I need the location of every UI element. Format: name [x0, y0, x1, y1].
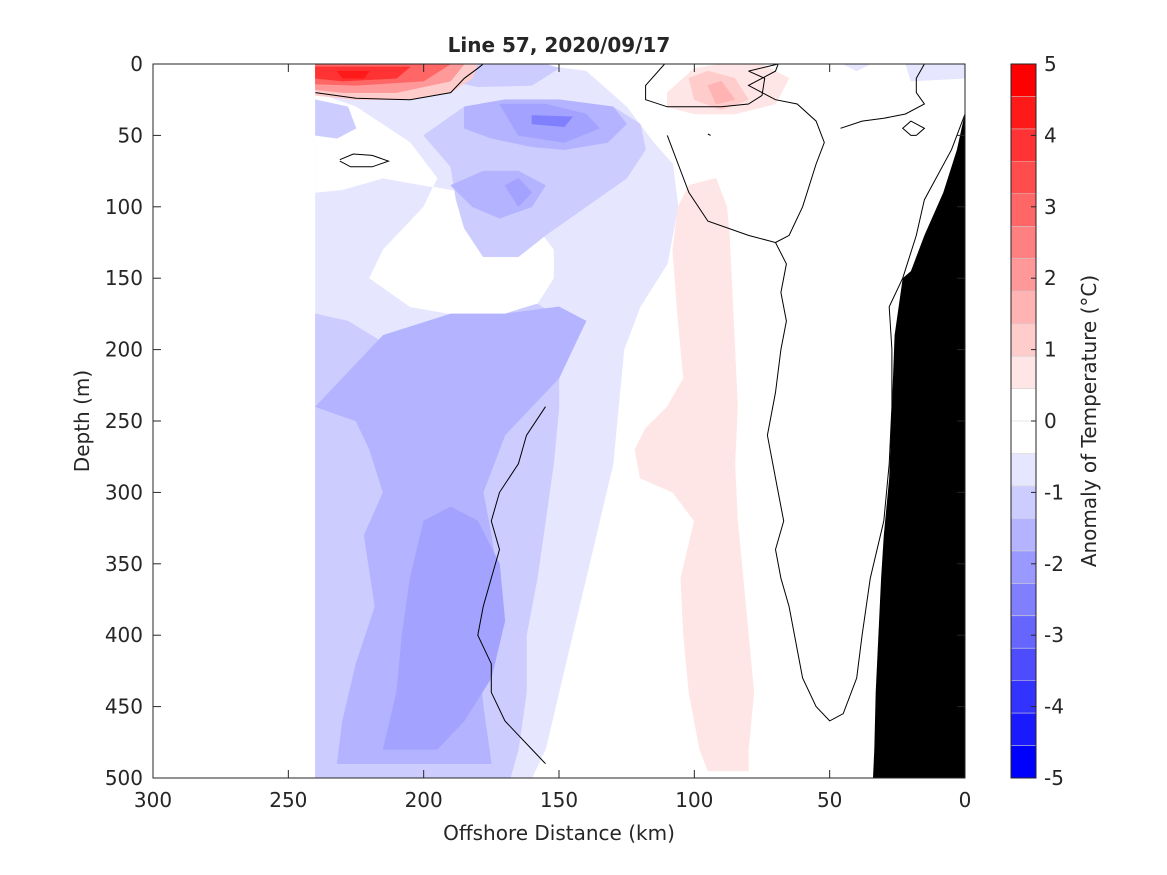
colorbar-band	[1011, 226, 1036, 260]
colorbar-tick-label: -4	[1044, 695, 1064, 719]
zero-contour-7	[901, 120, 926, 136]
colorbar-band	[1011, 128, 1036, 162]
colorbar-band	[1011, 518, 1036, 552]
x-tick-label: 250	[269, 788, 307, 812]
zero-contour-3	[707, 133, 711, 136]
temperature-anomaly-fill	[314, 64, 965, 778]
colorbar-tick-label: 5	[1044, 52, 1057, 76]
x-tick-label: 200	[405, 788, 443, 812]
land-shape	[873, 112, 965, 778]
x-axis-label: Offshore Distance (km)	[443, 821, 675, 845]
colorbar-band	[1011, 96, 1036, 130]
zero-contour-8	[748, 64, 779, 72]
colorbar-band	[1011, 648, 1036, 682]
anomaly-region-1	[843, 64, 871, 72]
colorbar-tick-label: 1	[1044, 338, 1057, 362]
colorbar-tick-label: -5	[1044, 766, 1064, 790]
colorbar-tick-label: 3	[1044, 195, 1057, 219]
colorbar-band	[1011, 615, 1036, 649]
y-tick-label: 250	[105, 409, 143, 433]
chart-title: Line 57, 2020/09/17	[448, 33, 671, 57]
anomaly-region-11	[382, 506, 506, 750]
x-tick-label: 150	[540, 788, 578, 812]
colorbar-band	[1011, 485, 1036, 519]
colorbar-tick-label: -3	[1044, 623, 1064, 647]
y-tick-label: 200	[105, 338, 143, 362]
zero-contour-2	[645, 64, 766, 108]
colorbar-bands	[1011, 64, 1036, 779]
colorbar-band	[1011, 745, 1036, 779]
zero-contour-0	[315, 64, 484, 101]
colorbar-band	[1011, 550, 1036, 584]
colorbar-tick-label: 0	[1044, 409, 1057, 433]
y-axis-label: Depth (m)	[70, 370, 94, 472]
y-tick-label: 400	[105, 623, 143, 647]
zero-contour-4	[666, 113, 965, 722]
land-mask	[873, 112, 965, 778]
y-axis-ticks: 0 50 100 150 200 250 300 350 400 450 500	[105, 52, 965, 790]
x-tick-label: 0	[959, 788, 972, 812]
colorbar-band	[1011, 193, 1036, 227]
anomaly-region-23	[336, 70, 370, 79]
colorbar-band	[1011, 713, 1036, 747]
colorbar-tick-label: -2	[1044, 552, 1064, 576]
y-tick-label: 0	[130, 52, 143, 76]
anomaly-region-7	[315, 99, 357, 139]
colorbar-band	[1011, 583, 1036, 617]
x-axis-ticks: 300 250 200 150 100 50 0	[134, 64, 971, 812]
zero-contour-5	[747, 64, 825, 243]
anomaly-region-18	[707, 80, 736, 105]
y-tick-label: 150	[105, 266, 143, 290]
zero-contour-6	[840, 64, 926, 129]
y-tick-label: 100	[105, 195, 143, 219]
x-tick-label: 300	[134, 788, 172, 812]
colorbar-tick-label: 4	[1044, 123, 1057, 147]
anomaly-region-2	[905, 64, 965, 82]
y-tick-label: 450	[105, 695, 143, 719]
colorbar-band	[1011, 388, 1036, 422]
colorbar-band	[1011, 680, 1036, 714]
x-tick-label: 50	[817, 788, 842, 812]
plot-area: 300 250 200 150 100 50 0 050100150200250300350…	[105, 52, 972, 812]
colorbar-band	[1011, 64, 1036, 97]
zero-contour-9	[477, 406, 546, 765]
colorbar-tick-label: -1	[1044, 480, 1064, 504]
colorbar: 5 4 3 2 1 0 -1 -2 -3 -4 -5 Anomaly of Temperature …	[1010, 52, 1101, 790]
colorbar-band	[1011, 323, 1036, 357]
colorbar-band	[1011, 453, 1036, 487]
colorbar-ticks: 5 4 3 2 1 0 -1 -2 -3 -4 -5	[1031, 52, 1064, 790]
colorbar-label: Anomaly of Temperature (°C)	[1077, 275, 1101, 567]
colorbar-band	[1011, 161, 1036, 195]
colorbar-tick-label: 2	[1044, 266, 1057, 290]
anomaly-region-14	[531, 115, 574, 128]
zero-contour-1	[339, 153, 391, 168]
colorbar-band	[1011, 421, 1036, 454]
colorbar-band	[1011, 356, 1036, 390]
y-tick-label: 300	[105, 480, 143, 504]
colorbar-band	[1011, 258, 1036, 292]
x-tick-label: 100	[675, 788, 713, 812]
y-tick-label: 350	[105, 552, 143, 576]
zero-contour-lines	[315, 64, 965, 765]
y-tick-label: 500	[105, 766, 143, 790]
anomaly-region-13	[504, 177, 533, 208]
anomaly-region-16	[634, 177, 755, 772]
colorbar-band	[1011, 291, 1036, 325]
y-tick-label: 50	[118, 123, 143, 147]
